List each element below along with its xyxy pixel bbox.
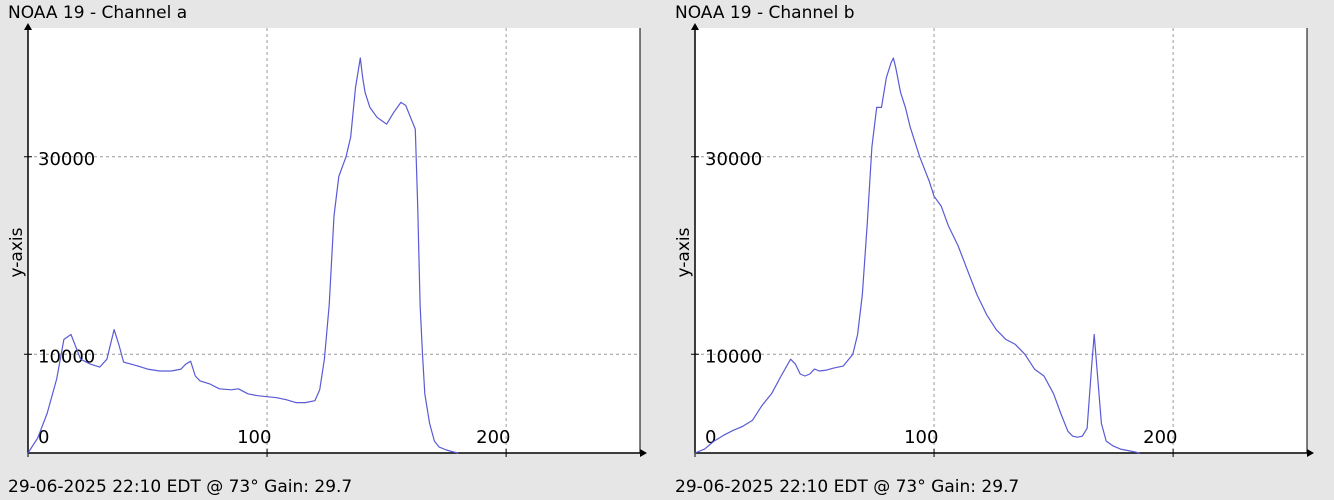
x-tick-label: 100 <box>904 427 938 448</box>
x-axis-arrow-icon <box>1307 449 1314 457</box>
x-tick-label: 0 <box>705 427 716 448</box>
x-tick-label: 200 <box>1143 427 1177 448</box>
series-line <box>27 57 459 454</box>
chart-title: NOAA 19 - Channel a <box>8 3 188 23</box>
y-tick-label: 10000 <box>38 346 95 367</box>
series-line <box>694 57 1140 454</box>
chart-footer: 29-06-2025 22:10 EDT @ 73° Gain: 29.7 <box>8 477 353 497</box>
plot-area <box>695 28 1307 453</box>
x-tick-label: 100 <box>237 427 271 448</box>
y-tick-label: 30000 <box>38 149 95 170</box>
x-tick-label: 0 <box>38 427 49 448</box>
x-axis-arrow-icon <box>640 449 647 457</box>
y-axis-arrow-icon <box>691 23 699 30</box>
plot-area <box>28 28 640 453</box>
y-tick-label: 10000 <box>705 346 762 367</box>
x-tick-label: 200 <box>476 427 510 448</box>
chart-plot-b: 0 100 200 10000 30000 y-axis <box>674 23 1314 457</box>
chart-panel-b: NOAA 19 - Channel b 0 100 200 10000 30000 y-a… <box>667 0 1334 500</box>
chart-title: NOAA 19 - Channel b <box>675 3 855 23</box>
y-axis-label: y-axis <box>674 227 694 277</box>
chart-panel-a: NOAA 19 - Channel a 0 100 200 10000 30000 y-a… <box>7 3 647 497</box>
y-tick-label: 30000 <box>705 149 762 170</box>
chart-plot-a: 0 100 200 10000 30000 y-axis <box>7 23 647 457</box>
y-axis-label: y-axis <box>7 227 27 277</box>
chart-footer: 29-06-2025 22:10 EDT @ 73° Gain: 29.7 <box>675 477 1020 497</box>
y-axis-arrow-icon <box>24 23 32 30</box>
